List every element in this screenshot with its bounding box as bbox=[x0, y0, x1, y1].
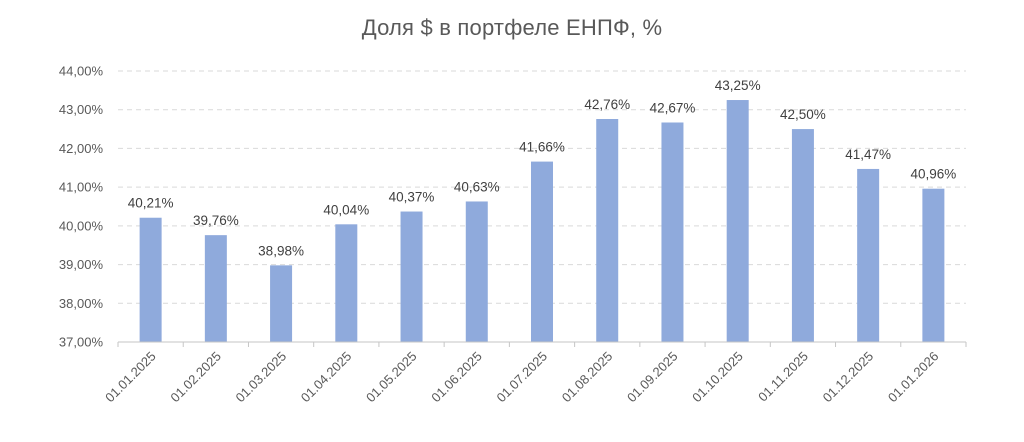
y-axis-tick-label: 40,00% bbox=[59, 218, 104, 233]
x-axis-category-label: 01.01.2026 bbox=[885, 349, 942, 406]
x-axis-category-label: 01.04.2025 bbox=[298, 349, 355, 406]
bar bbox=[791, 129, 814, 342]
x-axis-category-label: 01.01.2025 bbox=[102, 349, 159, 406]
bar bbox=[465, 201, 488, 342]
bar-data-label: 39,76% bbox=[193, 213, 239, 228]
bar-data-label: 41,47% bbox=[845, 147, 891, 162]
y-axis-tick-label: 42,00% bbox=[59, 141, 104, 156]
bar bbox=[922, 188, 945, 342]
x-axis-category-label: 01.08.2025 bbox=[559, 349, 616, 406]
x-axis-category-label: 01.10.2025 bbox=[689, 349, 746, 406]
bar bbox=[726, 100, 749, 343]
bar-data-label: 40,63% bbox=[454, 179, 500, 194]
x-axis-category-label: 01.02.2025 bbox=[167, 349, 224, 406]
y-axis-tick-label: 37,00% bbox=[59, 335, 104, 350]
bar bbox=[139, 217, 162, 342]
y-axis-tick-label: 43,00% bbox=[59, 102, 104, 117]
bar bbox=[335, 224, 358, 342]
bar bbox=[531, 161, 553, 342]
bar-data-label: 38,98% bbox=[258, 243, 304, 258]
y-axis-tick-label: 44,00% bbox=[59, 64, 104, 79]
x-axis-category-label: 01.03.2025 bbox=[233, 349, 290, 406]
x-axis-category-label: 01.06.2025 bbox=[428, 349, 485, 406]
bar-data-label: 40,04% bbox=[323, 202, 369, 217]
bar-data-label: 43,25% bbox=[715, 78, 761, 93]
bar-data-label: 42,50% bbox=[780, 107, 826, 122]
bar bbox=[270, 265, 293, 342]
bar-data-label: 40,21% bbox=[128, 196, 174, 211]
y-axis-tick-label: 39,00% bbox=[59, 257, 104, 272]
bar bbox=[857, 168, 880, 342]
bar-data-label: 40,96% bbox=[910, 167, 956, 182]
x-axis-category-label: 01.07.2025 bbox=[493, 349, 550, 406]
x-axis-category-label: 01.09.2025 bbox=[624, 349, 681, 406]
chart-title: Доля $ в портфеле ЕНПФ, % bbox=[361, 15, 663, 40]
bar-data-label: 41,66% bbox=[519, 140, 565, 155]
y-axis-tick-label: 38,00% bbox=[59, 296, 104, 311]
bar bbox=[661, 122, 684, 343]
bar bbox=[400, 211, 423, 342]
x-axis-category-label: 01.05.2025 bbox=[363, 349, 420, 406]
x-axis-category-label: 01.11.2025 bbox=[755, 349, 811, 405]
x-axis-category-label: 01.12.2025 bbox=[820, 349, 877, 406]
y-axis-tick-label: 41,00% bbox=[59, 180, 104, 195]
bar-data-label: 42,67% bbox=[650, 100, 696, 115]
bar-data-label: 40,37% bbox=[389, 190, 435, 205]
bar-data-label: 42,76% bbox=[584, 97, 630, 112]
bar bbox=[596, 119, 619, 343]
bar bbox=[204, 235, 227, 342]
